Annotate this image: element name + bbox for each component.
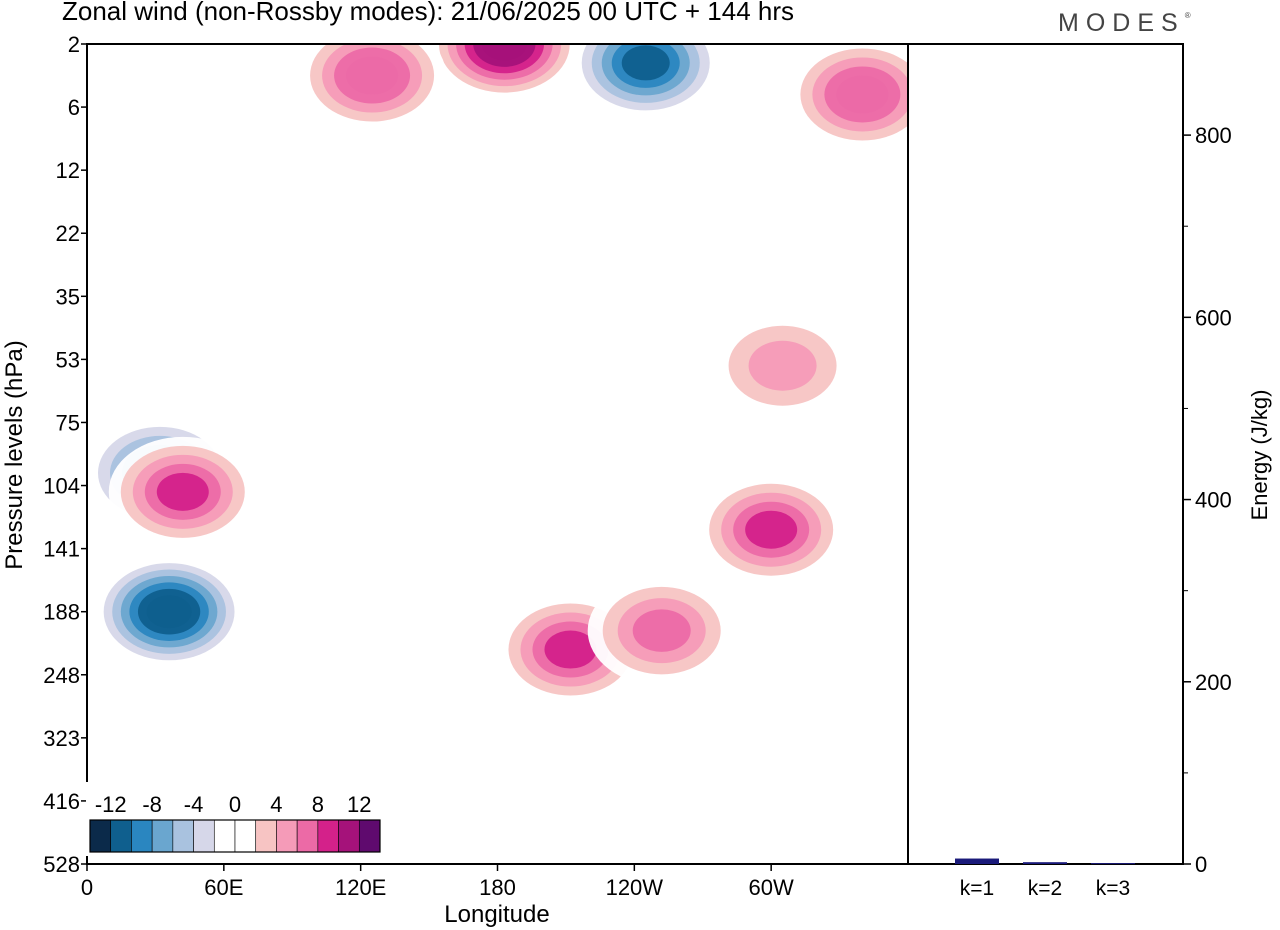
brand-logo: MODES® — [1058, 9, 1191, 37]
y-tick-label: 141 — [43, 537, 80, 562]
colorbar-legend: -12 -8 -4 0 4 8 12 — [86, 782, 384, 856]
colorbar-swatch — [151, 819, 174, 853]
y-tick-label: 248 — [43, 663, 80, 688]
x-tick-labels: 0 60E 120E 180 120W 60W — [81, 864, 794, 900]
colorbar-label: 8 — [312, 792, 324, 817]
energy-category-label: k=1 — [960, 877, 994, 900]
colorbar-label: -12 — [95, 792, 127, 817]
contour-blob — [346, 56, 399, 95]
energy-category-label: k=3 — [1096, 877, 1130, 900]
contour-blob — [544, 630, 597, 669]
energy-bar — [1091, 863, 1135, 865]
energy-bar — [955, 858, 999, 864]
y-tick-label: 528 — [43, 852, 80, 877]
x-tick-label: 60E — [204, 875, 243, 900]
y-tick-label: 75 — [56, 410, 80, 435]
energy-tick-label: 0 — [1195, 852, 1207, 877]
y-tick-label: 12 — [56, 158, 80, 183]
x-tick-label: 0 — [81, 875, 93, 900]
colorbar-swatch — [193, 819, 215, 853]
x-axis-label: Longitude — [444, 901, 549, 928]
colorbar-swatch — [234, 819, 257, 853]
energy-axis: 0 200 400 600 800 — [1183, 123, 1232, 877]
contour-blob — [156, 472, 209, 511]
colorbar-label: 0 — [229, 792, 241, 817]
colorbar-swatch — [131, 819, 153, 853]
colorbar-label: -8 — [142, 792, 162, 817]
y-tick-labels: 2 6 12 22 35 53 75 104 141 188 248 323 416 528 — [43, 32, 87, 877]
contour-blob — [621, 45, 670, 81]
colorbar-swatch — [255, 819, 277, 853]
energy-tick-label: 600 — [1195, 305, 1232, 330]
contour-blob — [481, 44, 527, 61]
colorbar-swatch — [338, 819, 360, 853]
colorbar-swatch — [213, 819, 236, 853]
y-tick-label: 2 — [68, 32, 80, 57]
contour-blob — [748, 340, 817, 391]
energy-tick-label: 800 — [1195, 123, 1232, 148]
x-tick-label: 60W — [749, 875, 794, 900]
colorbar-swatch — [276, 819, 298, 853]
energy-bar — [1023, 862, 1067, 864]
energy-category-label: k=2 — [1028, 877, 1062, 900]
energy-frame — [907, 43, 1184, 865]
y-tick-label: 104 — [43, 474, 80, 499]
y-tick-label: 6 — [68, 95, 80, 120]
x-tick-label: 120E — [335, 875, 386, 900]
contour-blob — [146, 595, 192, 629]
x-tick-label: 120W — [606, 875, 664, 900]
colorbar-swatch — [110, 819, 132, 853]
colorbar-swatch — [296, 819, 319, 853]
y-tick-label: 22 — [56, 221, 80, 246]
colorbar-swatch — [317, 819, 339, 853]
contour-blob — [836, 75, 889, 114]
contour-blob — [632, 609, 691, 652]
energy-tick-label: 200 — [1195, 670, 1232, 695]
y-tick-label: 188 — [43, 600, 80, 625]
y-axis-label: Pressure levels (hPa) — [1, 340, 28, 569]
x-tick-label: 180 — [479, 875, 516, 900]
colorbar-swatch — [89, 819, 112, 853]
colorbar-label: -4 — [184, 792, 204, 817]
colorbar-swatch — [172, 819, 194, 853]
colorbar-swatch — [358, 819, 381, 853]
energy-tick-label: 400 — [1195, 488, 1232, 513]
y-tick-label: 35 — [56, 284, 80, 309]
colorbar-outline — [89, 819, 381, 853]
colorbar-label: 12 — [347, 792, 371, 817]
energy-axis-label: Energy (J/kg) — [1247, 390, 1272, 521]
y-tick-label: 323 — [43, 726, 80, 751]
chart-title: Zonal wind (non-Rossby modes): 21/06/202… — [62, 0, 794, 26]
y-tick-label: 416 — [43, 789, 80, 814]
wind-contour-field — [87, 44, 908, 705]
energy-bars: k=1 k=2 k=3 — [955, 858, 1135, 900]
y-tick-label: 53 — [56, 347, 80, 372]
contour-blob — [745, 510, 798, 549]
colorbar-label: 4 — [270, 792, 282, 817]
